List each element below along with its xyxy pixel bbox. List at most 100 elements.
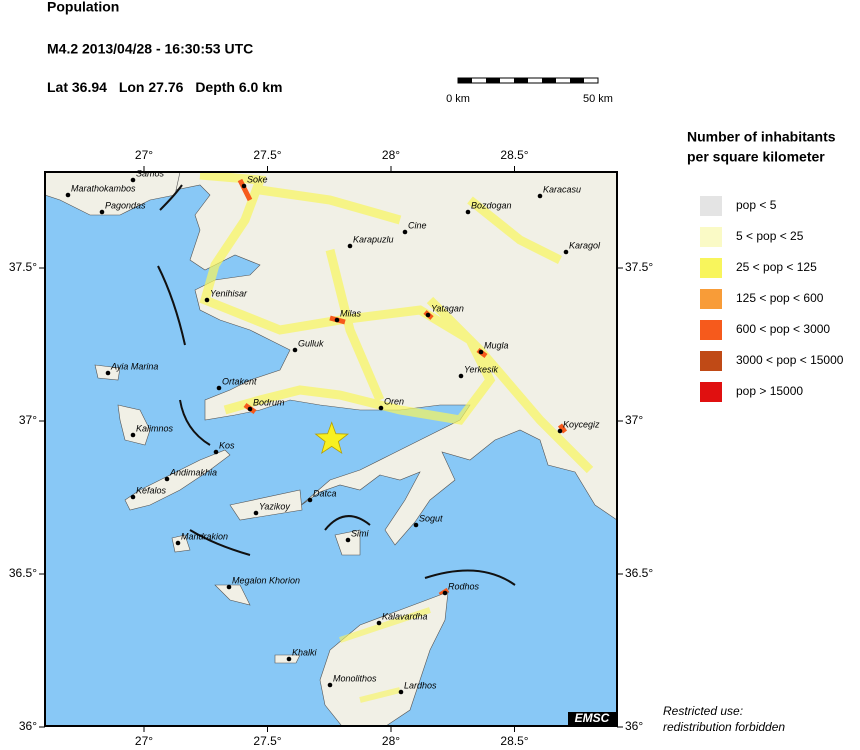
place-label: Datca	[313, 488, 337, 498]
place-label: Megalon Khorion	[232, 575, 300, 585]
scale-label: 0 km	[446, 93, 470, 105]
place-label: Karapuzlu	[353, 234, 394, 244]
place-dot	[247, 406, 253, 412]
place-dot	[376, 620, 382, 626]
place-dot	[347, 243, 353, 249]
place-dot	[130, 432, 136, 438]
place-dot	[175, 540, 181, 546]
map-part	[458, 78, 472, 83]
lat-tick-label: 36.5°	[9, 566, 37, 580]
depth-label: Depth	[195, 79, 235, 95]
place-dot	[213, 449, 219, 455]
map-shape	[124, 449, 231, 511]
place-label: Gulluk	[298, 338, 324, 348]
place-label: Oren	[384, 396, 404, 406]
place-dot	[130, 494, 136, 500]
lat-tick-label: 37°	[19, 413, 37, 427]
lon-tick-label: 27°	[135, 734, 153, 748]
place-label: Marathokambos	[71, 183, 136, 193]
map-shape	[319, 591, 449, 726]
place-dot	[99, 209, 105, 215]
scale-bar: 0 km 50 km	[446, 77, 613, 105]
place-label: Cine	[408, 220, 427, 230]
place-dot	[465, 209, 471, 215]
place-label: Rodhos	[448, 581, 480, 591]
legend-label: 600 < pop < 3000	[736, 322, 830, 336]
map-shape	[45, 172, 181, 216]
place-dot	[130, 177, 136, 183]
map-shape	[214, 584, 251, 606]
map	[45, 172, 617, 726]
place-label: Yerkesik	[464, 364, 499, 374]
legend-swatch	[700, 227, 722, 247]
place-dot	[204, 297, 210, 303]
place-label: Andimakhia	[169, 467, 217, 477]
legend-label: 3000 < pop < 15000	[736, 353, 844, 367]
lon-tick-label: 28.5°	[500, 148, 528, 162]
title: Population	[47, 0, 119, 15]
location-line: Lat 36.94 Lon 27.76 Depth 6.0 km	[47, 79, 282, 95]
place-label: Sogut	[419, 513, 443, 523]
place-dot	[458, 373, 464, 379]
place-dot	[241, 183, 247, 189]
lat-tick-label: 37.5°	[9, 260, 37, 274]
logo: EMSC	[575, 711, 610, 725]
place-label: Koycegiz	[563, 419, 600, 429]
place-dot	[425, 312, 431, 318]
place-label: Yenihisar	[210, 288, 248, 298]
map-shape	[159, 184, 183, 211]
place-dot	[253, 510, 259, 516]
legend-title: per square kilometer	[687, 149, 825, 165]
map-shape	[117, 404, 151, 446]
ticks: 27° 27° 27.5° 27.5° 28° 28° 28.5° 28.5° 37.5° 37.…	[9, 148, 654, 748]
lat-tick-label: 36°	[19, 719, 37, 733]
place-label: Mandrakion	[181, 531, 228, 541]
lon-tick-label: 28.5°	[500, 734, 528, 748]
place-dot	[345, 537, 351, 543]
place-label: Kalavardha	[382, 611, 428, 621]
map-shape	[334, 529, 361, 556]
place-dot	[65, 192, 71, 198]
place-label: Kalimnos	[136, 423, 174, 433]
place-dot	[537, 193, 543, 199]
map-shape	[324, 515, 371, 531]
legend-swatch	[700, 382, 722, 402]
lat-label: Lat	[47, 79, 68, 95]
place-label: Kefalos	[136, 485, 167, 495]
lon-tick-label: 27.5°	[253, 148, 281, 162]
place-dot	[478, 349, 484, 355]
place-dot	[413, 522, 419, 528]
place-dot	[307, 497, 313, 503]
place-dot	[378, 405, 384, 411]
place-label: Kos	[219, 440, 235, 450]
legend-swatch	[700, 196, 722, 216]
place-label: Yazikoy	[259, 501, 290, 511]
lat-tick-label: 36.5°	[625, 566, 653, 580]
map-shape	[339, 607, 431, 703]
footer-line: Restricted use:	[663, 704, 743, 718]
legend-swatch	[700, 320, 722, 340]
lon-tick-label: 28°	[382, 734, 400, 748]
map-part	[514, 78, 528, 83]
place-dot	[334, 317, 340, 323]
map-shape	[189, 529, 251, 556]
place-label: Mugla	[484, 340, 509, 350]
lon: 27.76	[148, 79, 183, 95]
place-dot	[327, 682, 333, 688]
logo-box	[568, 712, 616, 725]
place-label: Bozdogan	[471, 200, 512, 210]
place-label: Karagol	[569, 240, 601, 250]
map-shape	[179, 399, 211, 446]
lat-tick-label: 37.5°	[625, 260, 653, 274]
place-dot	[286, 656, 292, 662]
place-dot	[105, 370, 111, 376]
place-label: Pagondas	[105, 200, 146, 210]
legend-label: pop < 5	[736, 198, 777, 212]
map-shape	[171, 534, 191, 553]
depth: 6.0 km	[239, 79, 283, 95]
legend-swatch	[700, 258, 722, 278]
map-part	[570, 78, 584, 83]
place-label: Bodrum	[253, 397, 285, 407]
lat: 36.94	[72, 79, 107, 95]
